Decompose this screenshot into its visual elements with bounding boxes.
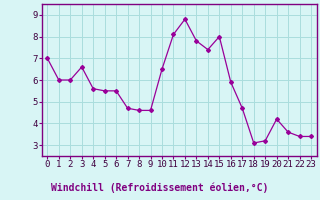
Text: Windchill (Refroidissement éolien,°C): Windchill (Refroidissement éolien,°C) [51,182,269,193]
